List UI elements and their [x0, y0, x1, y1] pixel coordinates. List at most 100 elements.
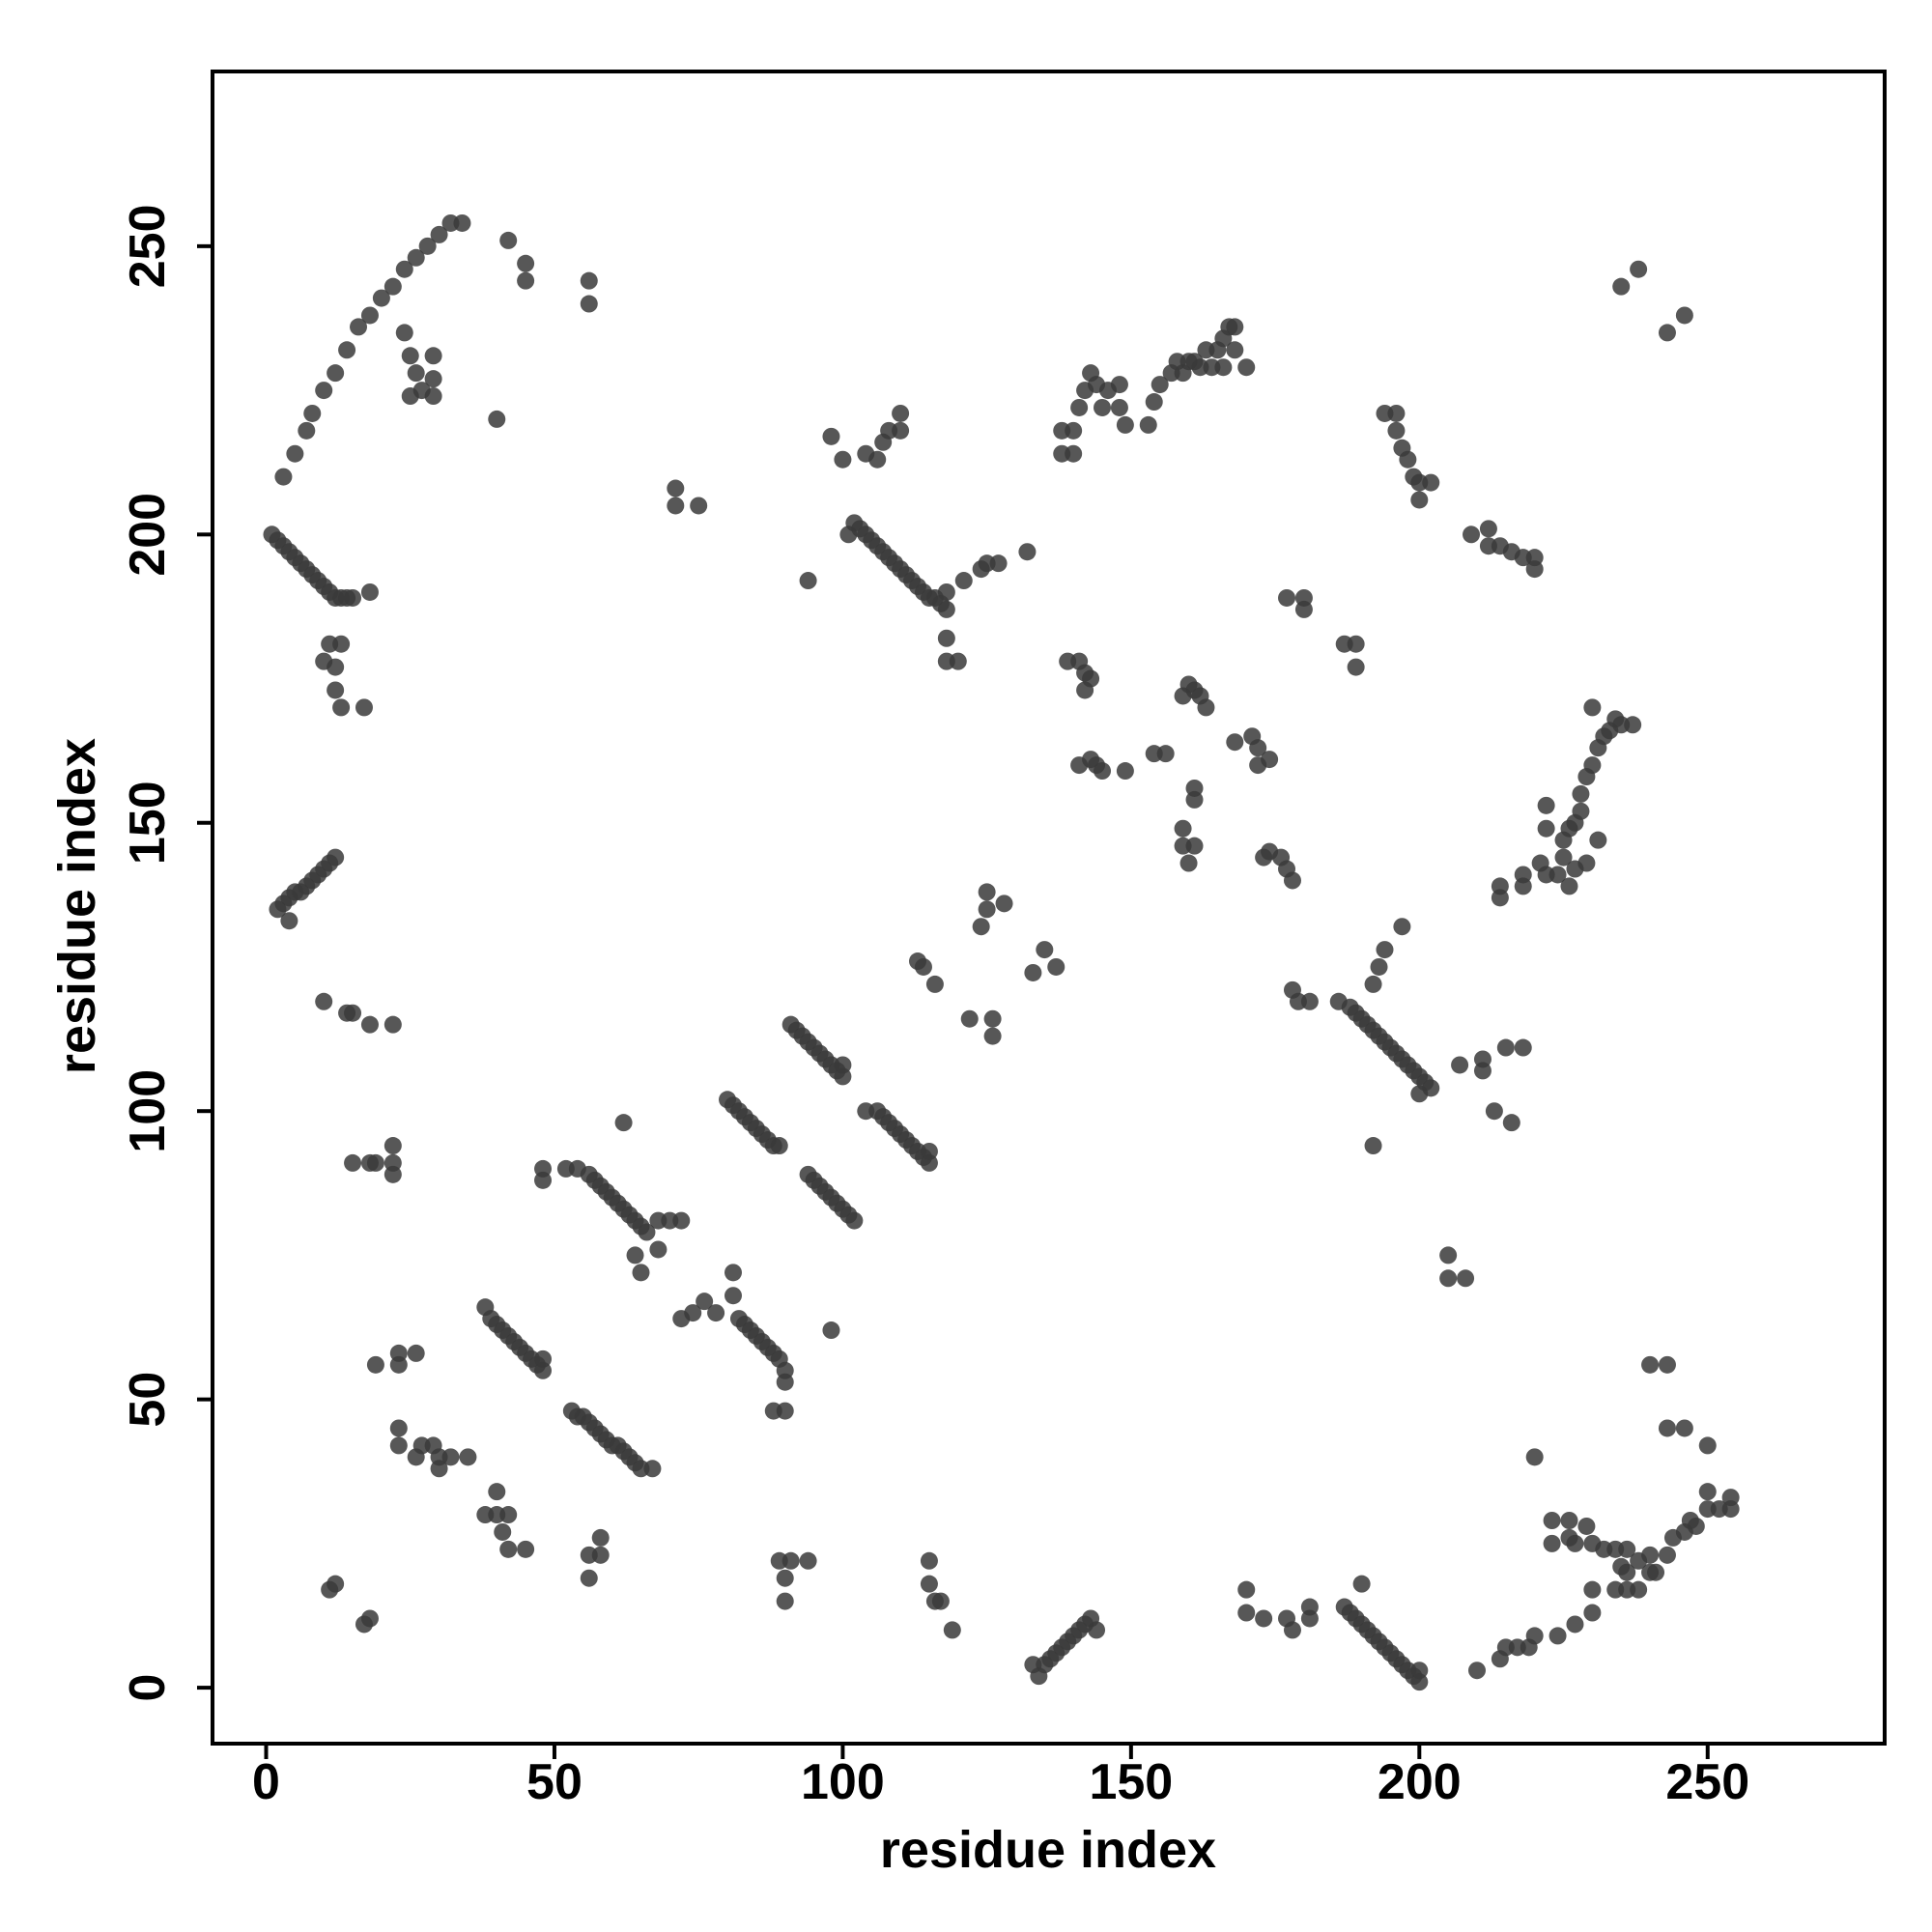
- y-tick-label: 150: [120, 781, 176, 865]
- point: [366, 1355, 384, 1374]
- point: [649, 1240, 668, 1259]
- point: [1283, 871, 1301, 890]
- point: [1531, 854, 1549, 872]
- point: [1185, 837, 1204, 855]
- point: [643, 1460, 662, 1478]
- point: [1473, 1062, 1492, 1080]
- point: [384, 1015, 402, 1034]
- x-tick-label: 150: [1089, 1754, 1173, 1810]
- point: [315, 992, 333, 1010]
- point: [1658, 1419, 1676, 1437]
- point: [776, 1592, 794, 1610]
- point: [441, 1448, 460, 1466]
- point: [1047, 957, 1065, 976]
- point: [937, 600, 955, 618]
- point: [298, 421, 316, 440]
- x-tick-label: 100: [801, 1754, 885, 1810]
- point: [914, 957, 932, 976]
- point: [1179, 854, 1198, 872]
- point: [1226, 318, 1244, 336]
- point: [591, 1546, 610, 1564]
- point: [1387, 404, 1406, 422]
- point: [1300, 1598, 1319, 1616]
- point: [517, 1540, 535, 1558]
- point: [1514, 1038, 1532, 1057]
- point: [459, 1448, 477, 1466]
- point: [424, 387, 442, 406]
- point: [1347, 635, 1365, 653]
- point: [920, 1551, 938, 1570]
- point: [430, 225, 448, 243]
- point: [360, 1015, 379, 1034]
- point: [868, 450, 887, 469]
- point: [954, 572, 973, 590]
- point: [1583, 1580, 1602, 1599]
- point: [1721, 1500, 1740, 1519]
- point: [534, 1171, 553, 1189]
- point: [1364, 1137, 1382, 1155]
- point: [395, 324, 413, 342]
- point: [1583, 698, 1602, 717]
- point: [1439, 1269, 1458, 1288]
- x-axis-title: residue index: [880, 1821, 1216, 1879]
- point: [1185, 790, 1204, 809]
- point: [822, 427, 840, 445]
- point: [1237, 358, 1256, 377]
- point: [1145, 393, 1163, 412]
- point: [972, 918, 990, 936]
- y-tick-label: 250: [120, 204, 176, 288]
- plot-area: [263, 213, 1740, 1691]
- point: [372, 289, 390, 307]
- point: [1422, 473, 1440, 492]
- point: [614, 1114, 633, 1132]
- point: [983, 1027, 1002, 1045]
- point: [1237, 1580, 1256, 1599]
- point: [937, 582, 955, 601]
- point: [407, 1344, 425, 1362]
- point: [1502, 1114, 1520, 1132]
- point: [1116, 762, 1134, 781]
- point: [995, 895, 1013, 913]
- point: [1278, 588, 1296, 607]
- point: [707, 1304, 725, 1322]
- point: [534, 1350, 553, 1368]
- point: [696, 1293, 714, 1311]
- point: [892, 404, 910, 422]
- point: [430, 1460, 448, 1478]
- x-tick-label: 0: [252, 1754, 280, 1810]
- point: [1537, 796, 1555, 814]
- point: [1226, 341, 1244, 359]
- point: [1387, 421, 1406, 440]
- point: [366, 1153, 384, 1172]
- point: [1226, 733, 1244, 752]
- point: [983, 1009, 1002, 1028]
- point: [1110, 376, 1128, 394]
- point: [494, 1522, 512, 1541]
- point: [389, 1436, 408, 1455]
- point: [274, 468, 293, 486]
- y-tick-label: 0: [120, 1674, 176, 1702]
- point: [1156, 745, 1175, 763]
- point: [724, 1264, 742, 1282]
- point: [1283, 1621, 1301, 1639]
- point: [1618, 1540, 1636, 1558]
- point: [344, 588, 362, 607]
- point: [845, 1211, 864, 1230]
- point: [280, 912, 298, 930]
- point: [822, 1321, 840, 1340]
- point: [937, 629, 955, 647]
- point: [332, 635, 351, 653]
- point: [332, 698, 351, 717]
- point: [1088, 1621, 1106, 1639]
- point: [920, 1142, 938, 1160]
- point: [1479, 520, 1497, 538]
- point: [1496, 1038, 1515, 1057]
- point: [418, 237, 437, 255]
- point: [626, 1246, 644, 1264]
- point: [1410, 1662, 1429, 1680]
- point: [424, 347, 442, 365]
- point: [943, 1621, 961, 1639]
- point: [1467, 1662, 1486, 1680]
- point: [327, 658, 345, 676]
- point: [517, 271, 535, 290]
